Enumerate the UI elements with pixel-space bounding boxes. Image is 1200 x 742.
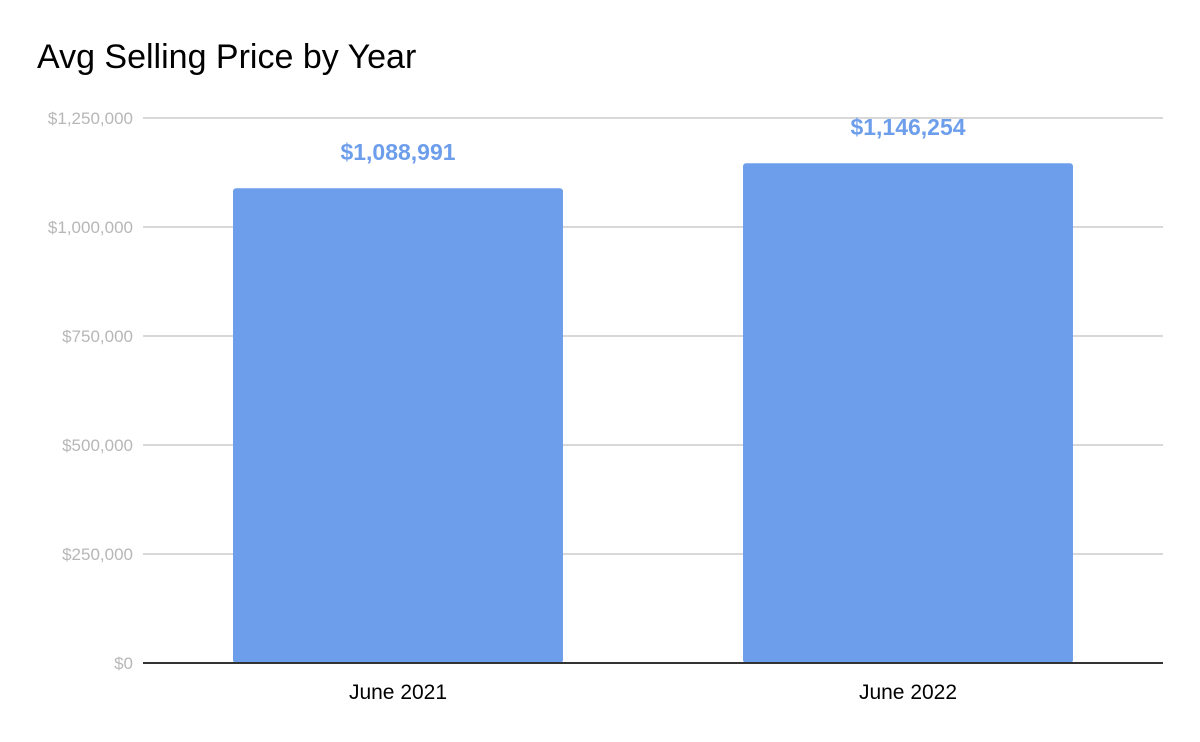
bar xyxy=(743,163,1073,663)
data-label: $1,146,254 xyxy=(850,114,965,140)
y-tick-label: $750,000 xyxy=(62,327,133,346)
data-label: $1,088,991 xyxy=(340,139,455,165)
x-tick-label: June 2022 xyxy=(859,681,957,704)
y-axis-tick-labels: $0 $250,000 $500,000 $750,000 $1,000,000 $1,2… xyxy=(48,109,133,673)
chart-title: Avg Selling Price by Year xyxy=(37,38,417,76)
data-labels: $1,088,991 $1,146,254 xyxy=(340,114,965,165)
y-tick-label: $250,000 xyxy=(62,545,133,564)
x-tick-label: June 2021 xyxy=(349,681,447,704)
y-tick-label: $0 xyxy=(114,654,133,673)
y-tick-label: $500,000 xyxy=(62,436,133,455)
y-tick-label: $1,000,000 xyxy=(48,218,133,237)
y-tick-label: $1,250,000 xyxy=(48,109,133,128)
x-axis-tick-labels: June 2021 June 2022 xyxy=(349,681,957,704)
bar xyxy=(233,188,563,663)
bars xyxy=(233,163,1073,663)
